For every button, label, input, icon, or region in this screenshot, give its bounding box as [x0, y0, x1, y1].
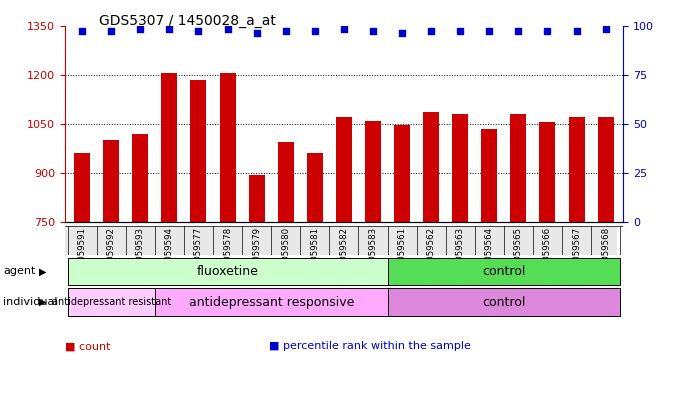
Bar — [511, 114, 526, 222]
Text: GSM1059577: GSM1059577 — [194, 227, 203, 285]
Point — [600, 26, 611, 33]
Point — [484, 28, 495, 35]
Text: GDS5307 / 1450028_a_at: GDS5307 / 1450028_a_at — [99, 14, 276, 28]
Text: GSM1059578: GSM1059578 — [223, 227, 232, 285]
Bar — [336, 117, 352, 222]
FancyBboxPatch shape — [387, 288, 620, 316]
Point — [222, 26, 233, 33]
Text: GSM1059580: GSM1059580 — [281, 227, 290, 285]
Text: GSM1059594: GSM1059594 — [165, 227, 174, 285]
Bar — [598, 117, 614, 222]
FancyBboxPatch shape — [155, 288, 387, 316]
Text: GSM1059583: GSM1059583 — [368, 227, 377, 285]
Text: GSM1059579: GSM1059579 — [252, 227, 261, 285]
Bar — [74, 153, 90, 222]
Point — [164, 26, 175, 33]
Point — [106, 28, 116, 35]
Text: individual: individual — [3, 297, 58, 307]
Text: GSM1059567: GSM1059567 — [572, 227, 581, 285]
Point — [396, 30, 407, 37]
Point — [571, 28, 582, 35]
Point — [77, 28, 88, 35]
Text: GSM1059565: GSM1059565 — [514, 227, 523, 285]
Bar — [423, 112, 439, 222]
Bar — [307, 153, 323, 222]
Text: GSM1059591: GSM1059591 — [78, 227, 86, 285]
Bar — [539, 122, 556, 222]
Text: GSM1059568: GSM1059568 — [601, 227, 610, 285]
Text: agent: agent — [3, 266, 36, 276]
Point — [338, 26, 349, 33]
Point — [193, 28, 204, 35]
Text: fluoxetine: fluoxetine — [197, 265, 259, 278]
Point — [426, 28, 437, 35]
Point — [542, 28, 553, 35]
Bar — [278, 142, 294, 222]
Text: control: control — [482, 296, 526, 309]
Bar — [569, 117, 584, 222]
Text: ■ count: ■ count — [65, 341, 110, 351]
Bar — [219, 73, 236, 222]
Text: GSM1059562: GSM1059562 — [427, 227, 436, 285]
Text: GSM1059566: GSM1059566 — [543, 227, 552, 285]
FancyBboxPatch shape — [65, 226, 617, 255]
Point — [368, 28, 379, 35]
Bar — [161, 73, 177, 222]
Bar — [365, 121, 381, 222]
Bar — [249, 175, 265, 222]
Bar — [452, 114, 469, 222]
Point — [455, 28, 466, 35]
Point — [135, 26, 146, 33]
Point — [513, 28, 524, 35]
Text: ■ percentile rank within the sample: ■ percentile rank within the sample — [269, 341, 471, 351]
Text: control: control — [482, 265, 526, 278]
Point — [281, 28, 291, 35]
Text: GSM1059563: GSM1059563 — [456, 227, 464, 285]
Point — [309, 28, 320, 35]
Text: GSM1059592: GSM1059592 — [107, 227, 116, 285]
Text: ▶: ▶ — [39, 266, 46, 276]
Bar — [481, 129, 497, 222]
Text: GSM1059561: GSM1059561 — [398, 227, 407, 285]
FancyBboxPatch shape — [387, 258, 620, 285]
Text: GSM1059564: GSM1059564 — [485, 227, 494, 285]
Text: ▶: ▶ — [39, 297, 46, 307]
FancyBboxPatch shape — [67, 288, 155, 316]
Bar — [394, 125, 410, 222]
Bar — [191, 79, 206, 222]
Text: antidepressant responsive: antidepressant responsive — [189, 296, 354, 309]
Text: GSM1059582: GSM1059582 — [339, 227, 349, 285]
Text: GSM1059593: GSM1059593 — [136, 227, 145, 285]
Text: antidepressant resistant: antidepressant resistant — [52, 297, 171, 307]
Text: GSM1059581: GSM1059581 — [311, 227, 319, 285]
Point — [251, 30, 262, 37]
FancyBboxPatch shape — [67, 258, 387, 285]
Bar — [104, 140, 119, 222]
Bar — [132, 134, 148, 222]
